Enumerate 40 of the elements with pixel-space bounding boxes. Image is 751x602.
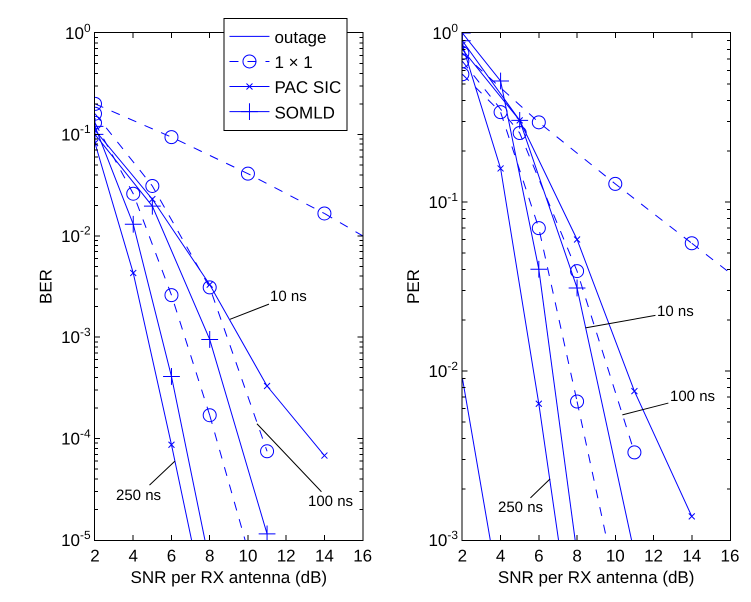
x-tick-label: 10 [238,546,258,566]
legend-label: SOMLD [274,103,335,122]
x-tick-label: 16 [353,546,372,566]
x-axis-title: SNR per RX antenna (dB) [130,568,328,587]
annotation: 250 ns [116,487,162,504]
x-tick-label: 4 [128,546,138,566]
x-tick-label: 14 [682,546,702,566]
x-tick-label: 8 [204,546,214,566]
x-tick-label: 4 [496,546,506,566]
y-tick-label: 10$^{-2}$ [61,224,91,246]
annotation: 10 ns [270,288,307,305]
x-tick-label: 12 [644,546,663,566]
x-tick-label: 2 [458,546,468,566]
legend-label: PAC SIC [274,78,342,98]
y-tick-label: 10$^{-4}$ [61,426,91,449]
x-tick-label: 8 [572,546,582,566]
y-tick-label: 10$^{-3}$ [428,528,458,550]
y-tick-label: 10$^{-2}$ [428,358,458,381]
y-tick-label: 10$^{-1}$ [61,122,91,144]
x-tick-label: 6 [166,546,176,566]
x-axis-title: SNR per RX antenna (dB) [498,568,694,587]
x-tick-label: 14 [314,546,334,566]
y-tick-label: 10$^{0}$ [65,20,91,43]
legend-label: 1 × 1 [274,53,313,72]
x-tick-label: 16 [720,546,740,566]
annotation: 100 ns [308,493,354,510]
x-tick-label: 2 [90,546,100,566]
y-tick-label: 10$^{0}$ [432,20,458,43]
y-tick-label: 10$^{-1}$ [428,190,458,212]
x-tick-label: 6 [534,546,544,566]
annotation: 250 ns [498,499,544,516]
annotation: 10 ns [657,303,694,320]
y-tick-label: 10$^{-3}$ [61,325,91,348]
x-tick-label: 10 [606,546,625,566]
text: outage [274,28,326,47]
y-tick-label: 10$^{-5}$ [61,528,91,550]
y-axis-title: PER [404,269,423,304]
x-tick-label: 12 [276,546,296,566]
annotation: 100 ns [670,388,716,405]
y-axis-title: BER [36,269,56,304]
